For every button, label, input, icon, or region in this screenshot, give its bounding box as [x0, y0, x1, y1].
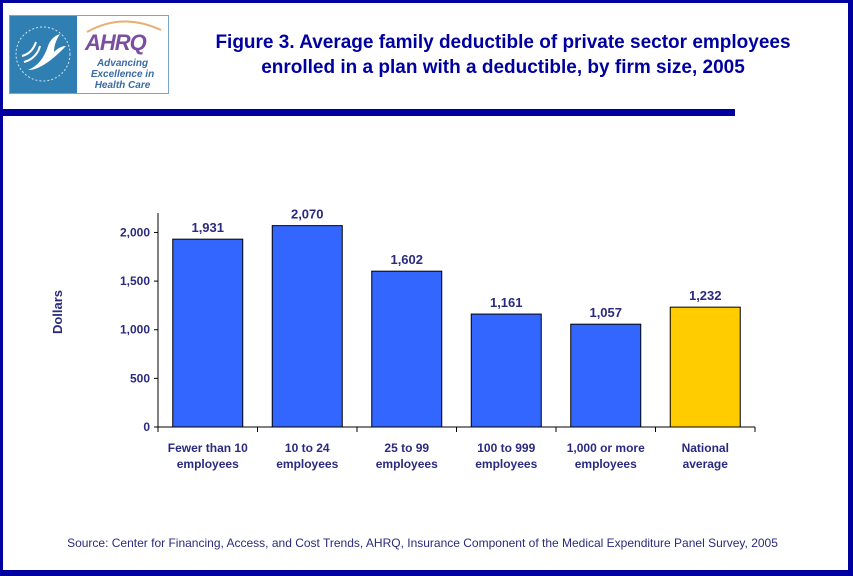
- y-tick-label-0: 0: [143, 420, 150, 434]
- bar-0: [172, 238, 244, 428]
- x-tick-label-4: 1,000 or more: [567, 441, 645, 455]
- y-axis-label: Dollars: [50, 290, 65, 334]
- x-tick-label-2: employees: [376, 457, 438, 471]
- x-tick-label-0: Fewer than 10: [168, 441, 248, 455]
- title-line-1: Figure 3. Average family deductible of p…: [215, 32, 791, 53]
- y-tick-label-1: 500: [130, 371, 150, 385]
- data-label-3: 1,161: [490, 295, 523, 310]
- x-tick-label-1: 10 to 24: [285, 441, 330, 455]
- header-divider: [0, 109, 735, 116]
- chart-title: Figure 3. Average family deductible of p…: [168, 30, 838, 80]
- y-tick-label-2: 1,000: [120, 323, 150, 337]
- ahrq-tagline: Advancing Excellence in Health Care: [77, 58, 168, 91]
- y-tick-label-4: 2,000: [120, 225, 150, 239]
- tagline-line: Advancing: [96, 58, 149, 69]
- tagline-line: Excellence in: [90, 69, 155, 80]
- hhs-eagle-logo-icon: [10, 16, 77, 93]
- bar-4: [570, 323, 642, 428]
- x-tick-label-5: average: [683, 457, 729, 471]
- tagline-line: Health Care: [94, 80, 151, 91]
- y-tick-label-3: 1,500: [120, 274, 150, 288]
- bar-1: [271, 225, 343, 428]
- x-tick-label-3: 100 to 999: [477, 441, 535, 455]
- x-tick-label-4: employees: [575, 457, 637, 471]
- x-tick-label-2: 25 to 99: [384, 441, 429, 455]
- bar-3: [470, 313, 542, 428]
- data-label-4: 1,057: [589, 305, 622, 320]
- x-tick-label-0: employees: [177, 457, 239, 471]
- ahrq-logo: AHRQ Advancing Excellence in Health Care: [77, 16, 168, 93]
- data-label-1: 2,070: [291, 207, 324, 222]
- bar-2: [371, 270, 443, 428]
- x-tick-label-5: National: [682, 441, 729, 455]
- source-note: Source: Center for Financing, Access, an…: [67, 536, 778, 550]
- ahrq-wordmark: AHRQ: [85, 30, 147, 55]
- logo: AHRQ Advancing Excellence in Health Care: [9, 15, 169, 94]
- bar-5: [669, 306, 741, 428]
- data-label-2: 1,602: [390, 252, 423, 267]
- title-line-2: enrolled in a plan with a deductible, by…: [261, 57, 745, 78]
- data-label-0: 1,931: [191, 220, 224, 235]
- x-tick-label-3: employees: [475, 457, 537, 471]
- data-label-5: 1,232: [689, 288, 722, 303]
- x-tick-label-1: employees: [276, 457, 338, 471]
